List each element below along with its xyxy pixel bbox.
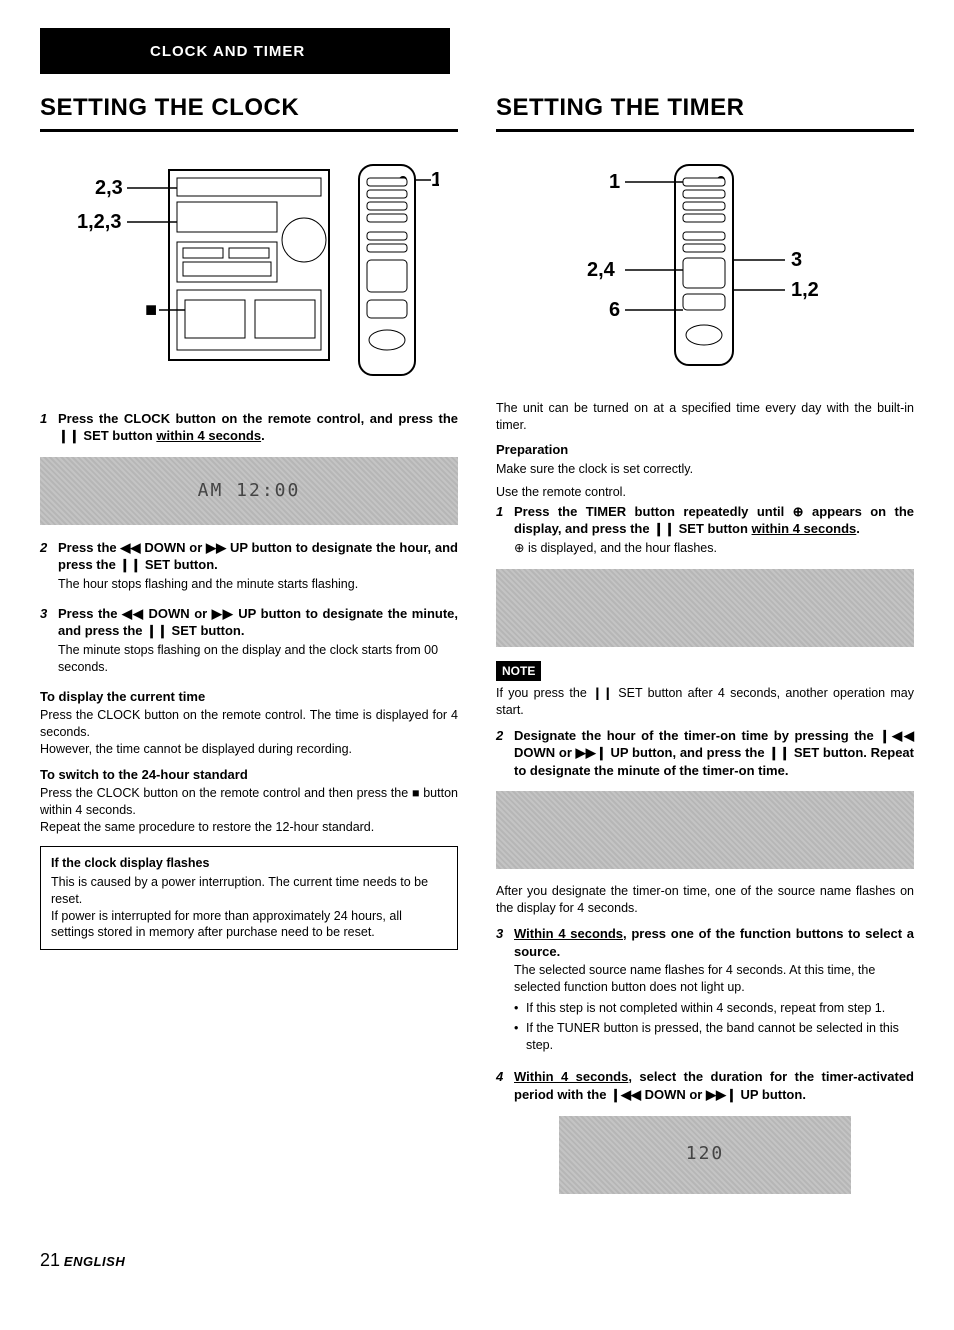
- note-tag: NOTE: [496, 661, 541, 681]
- clock-step-2: 2 Press the ◀◀ DOWN or ▶▶ UP button to d…: [40, 539, 458, 593]
- timer-step-3: 3 Within 4 seconds, press one of the fun…: [496, 925, 914, 1056]
- timer-display-3: 120: [559, 1116, 852, 1194]
- step-number: 2: [40, 539, 58, 593]
- language-label: ENGLISH: [64, 1254, 125, 1269]
- timer-diagram: 1 2,4 6 3 1,2: [535, 150, 875, 380]
- step-text: Press the CLOCK button on the remote con…: [58, 410, 458, 445]
- callout-1-2: 1,2: [791, 279, 819, 301]
- step-text: Within 4 seconds, select the duration fo…: [514, 1068, 914, 1103]
- timer-intro: The unit can be turned on at a specified…: [496, 400, 914, 434]
- stop-icon: ■: [412, 786, 420, 800]
- step-number: 3: [40, 605, 58, 676]
- clock-step-1: 1 Press the CLOCK button on the remote c…: [40, 410, 458, 445]
- step-text: Press the TIMER button repeatedly until …: [514, 503, 914, 557]
- timer-step-2: 2 Designate the hour of the timer-on tim…: [496, 727, 914, 780]
- list-item: If this step is not completed within 4 s…: [514, 1000, 914, 1017]
- page-footer: 21 ENGLISH: [40, 1248, 914, 1272]
- display-time-body: Press the CLOCK button on the remote con…: [40, 707, 458, 758]
- preparation-head: Preparation: [496, 441, 914, 459]
- step-text: Within 4 seconds, press one of the funct…: [514, 925, 914, 1056]
- callout-1-2-3: 1,2,3: [77, 211, 121, 233]
- ff-icon: ▶▶: [206, 540, 226, 555]
- header-band: CLOCK AND TIMER: [40, 28, 450, 74]
- step-number: 4: [496, 1068, 514, 1103]
- clock-step-3: 3 Press the ◀◀ DOWN or ▶▶ UP button to d…: [40, 605, 458, 676]
- next-icon: ▶▶❙: [706, 1087, 737, 1102]
- prev-icon: ❙◀◀: [879, 728, 914, 743]
- callout-6: 6: [609, 299, 620, 321]
- rewind-icon: ◀◀: [120, 540, 140, 555]
- step-number: 2: [496, 727, 514, 780]
- step-number: 1: [40, 410, 58, 445]
- preparation-body: Make sure the clock is set correctly.: [496, 461, 914, 478]
- timer-step-1: 1 Press the TIMER button repeatedly unti…: [496, 503, 914, 557]
- step-text: Designate the hour of the timer-on time …: [514, 727, 914, 780]
- list-item: If the TUNER button is pressed, the band…: [514, 1020, 914, 1054]
- right-column: SETTING THE TIMER: [496, 92, 914, 1207]
- prev-icon: ❙◀◀: [610, 1087, 641, 1102]
- timer-icon: ⊕: [514, 541, 524, 555]
- timer-display-1: [496, 569, 914, 647]
- step-number: 3: [496, 925, 514, 1056]
- after-step-2: After you designate the timer-on time, o…: [496, 883, 914, 917]
- use-remote: Use the remote control.: [496, 484, 914, 501]
- clock-title: SETTING THE CLOCK: [40, 92, 458, 131]
- step-text: Press the ◀◀ DOWN or ▶▶ UP button to des…: [58, 605, 458, 676]
- step-3-bullets: If this step is not completed within 4 s…: [514, 1000, 914, 1054]
- pause-icon: ❙❙: [58, 428, 80, 443]
- callout-1: 1: [431, 169, 439, 191]
- timer-title: SETTING THE TIMER: [496, 92, 914, 131]
- clock-diagram: 2,3 1,2,3 ■ 1: [59, 150, 439, 390]
- step-text: Press the ◀◀ DOWN or ▶▶ UP button to des…: [58, 539, 458, 593]
- callout-3: 3: [791, 249, 802, 271]
- pause-icon: ❙❙: [146, 623, 168, 638]
- switch-24h-head: To switch to the 24-hour standard: [40, 766, 458, 784]
- clock-display-1: AM 12:00: [40, 457, 458, 525]
- pause-icon: ❙❙: [592, 686, 613, 700]
- clock-flash-box: If the clock display flashes This is cau…: [40, 846, 458, 950]
- pause-icon: ❙❙: [653, 521, 675, 536]
- timer-display-2: [496, 791, 914, 869]
- pause-icon: ❙❙: [119, 557, 141, 572]
- callout-stop: ■: [145, 299, 157, 321]
- display-time-head: To display the current time: [40, 688, 458, 706]
- callout-2-3: 2,3: [95, 177, 123, 199]
- note-block: NOTE If you press the ❙❙ SET button afte…: [496, 661, 914, 719]
- note-body: If you press the ❙❙ SET button after 4 s…: [496, 685, 914, 719]
- rewind-icon: ◀◀: [122, 606, 144, 621]
- left-column: SETTING THE CLOCK: [40, 92, 458, 1207]
- timer-icon: ⊕: [793, 504, 804, 519]
- next-icon: ▶▶❙: [576, 745, 607, 760]
- page-number: 21: [40, 1250, 60, 1270]
- pause-icon: ❙❙: [768, 745, 790, 760]
- content-columns: SETTING THE CLOCK: [40, 92, 914, 1207]
- callout-2-4: 2,4: [587, 259, 616, 281]
- ff-icon: ▶▶: [212, 606, 234, 621]
- step-number: 1: [496, 503, 514, 557]
- timer-step-4: 4 Within 4 seconds, select the duration …: [496, 1068, 914, 1103]
- switch-24h-body: Press the CLOCK button on the remote con…: [40, 785, 458, 836]
- callout-1: 1: [609, 171, 620, 193]
